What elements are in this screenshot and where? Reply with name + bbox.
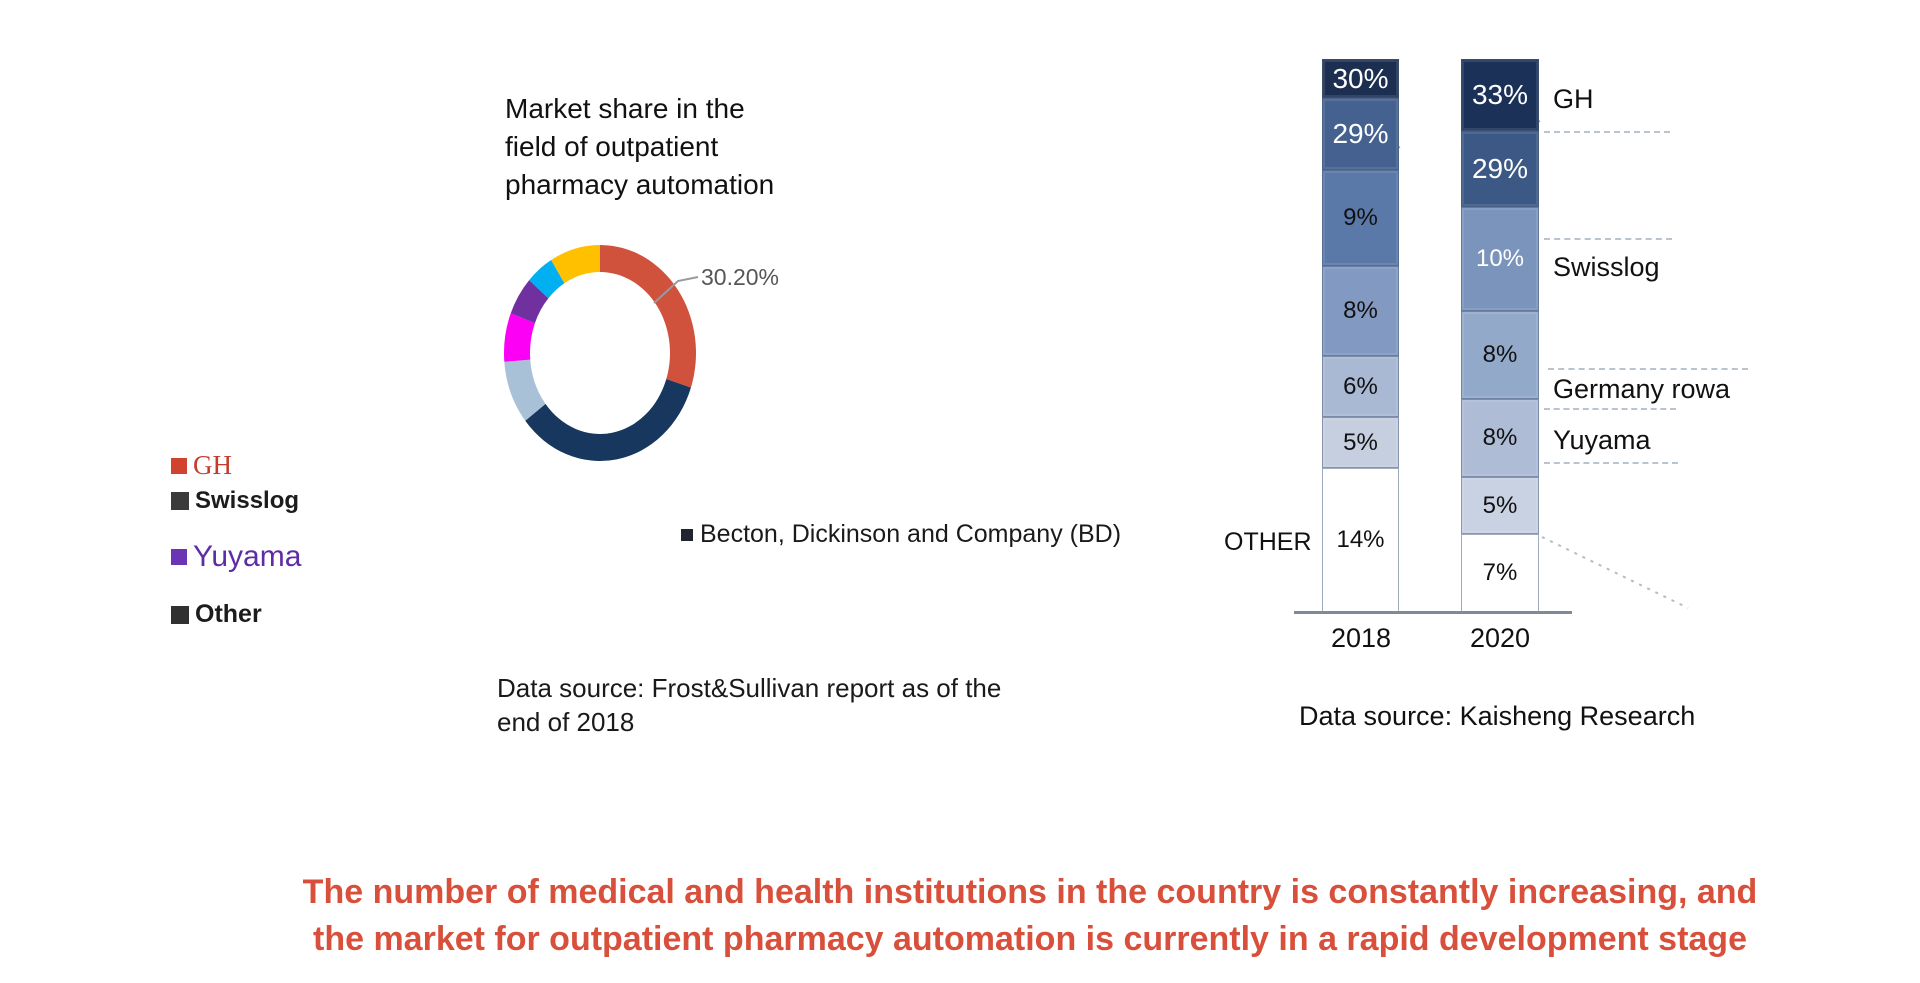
bar-segment-2020-8%: 8% — [1461, 399, 1539, 477]
donut-segment-unlabeled-magenta — [503, 313, 535, 362]
company-label-gh: GH — [1553, 84, 1594, 114]
company-label-swisslog: Swisslog — [1553, 252, 1660, 282]
donut-legend-item-swisslog: Swisslog — [171, 487, 299, 515]
legend-square — [171, 457, 187, 474]
bar-segment-2018-14%: 14% — [1322, 468, 1399, 612]
x-axis-label-2020: 2020 — [1470, 623, 1531, 653]
bar-segment-value: 6% — [1343, 372, 1378, 400]
stacked-bar-2020: 33% 29% 10% 8% 8% 5% 7% — [1461, 59, 1539, 612]
dashed-leader-line — [1548, 368, 1748, 370]
bar-segment-2018-30%: 30% — [1322, 59, 1399, 98]
bar-segment-value: 29% — [1332, 118, 1389, 149]
bar-segment-value: 8% — [1482, 424, 1518, 451]
bar-segment-value: 30% — [1332, 62, 1389, 94]
bar-segment-value: 8% — [1343, 297, 1378, 324]
bar-source-text: Data source: Kaisheng Research — [1299, 701, 1696, 731]
bar-segment-value: 5% — [1482, 491, 1518, 519]
bd-legend-label: Becton, Dickinson and Company (BD) — [700, 520, 1122, 548]
bar-segment-2020-10%: 10% — [1461, 207, 1539, 311]
bar-segment-value: 33% — [1471, 79, 1529, 110]
donut-source-text: Data source: Frost&Sullivan report as of… — [497, 673, 1002, 737]
bar-segment-2018-8%: 8% — [1322, 266, 1399, 356]
bar-segment-2020-5%: 5% — [1461, 477, 1539, 534]
dashed-leader-line — [1544, 462, 1678, 464]
headline-text: The number of medical and health institu… — [302, 873, 1758, 958]
bar-segment-value: 14% — [1336, 526, 1385, 553]
bar-segment-2020-33%: 33% — [1461, 59, 1539, 131]
dotted-diagonal-line — [1541, 536, 1689, 609]
bar-segment-2018-6%: 6% — [1322, 356, 1399, 417]
bar-segment-value: 7% — [1482, 559, 1518, 586]
donut-segment-Becton, Dickinson and Company (BD) — [525, 378, 691, 461]
company-label-germany-rowa: Germany rowa — [1553, 374, 1731, 404]
legend-label: Yuyama — [193, 540, 302, 573]
other-category-label: OTHER — [1224, 528, 1312, 556]
dashed-leader-line — [1544, 408, 1676, 410]
donut-segment-Yuyama — [510, 280, 549, 324]
donut-legend-item-other: Other — [171, 600, 262, 629]
bd-legend-item: Becton, Dickinson and Company (BD) — [681, 520, 1121, 549]
bar-segment-2020-29%: 29% — [1461, 131, 1539, 207]
donut-callout-label: 30.20% — [701, 264, 780, 290]
bar-segment-2018-5%: 5% — [1322, 417, 1399, 468]
bar-segment-value: 5% — [1343, 428, 1378, 456]
bd-legend-square — [681, 528, 693, 541]
legend-label: Other — [195, 600, 262, 628]
bar-segment-2018-9%: 9% — [1322, 170, 1399, 266]
bar-segment-value: 29% — [1471, 153, 1529, 184]
x-axis-label-2018: 2018 — [1331, 623, 1392, 653]
bar-segment-2020-8%: 8% — [1461, 311, 1539, 399]
donut-segment-unlabeled-light-blue — [504, 359, 546, 421]
donut-segment-GH — [600, 245, 697, 388]
donut-chart — [503, 245, 697, 461]
dashed-leader-line — [1544, 238, 1672, 240]
callout-leader-line — [653, 276, 699, 304]
x-axis-line — [1294, 611, 1572, 614]
stacked-bar-2018: 30% 29% 9% 8% 6% 5% 14% — [1322, 59, 1399, 612]
donut-chart-title: Market share in the field of outpatient … — [505, 93, 775, 200]
bar-segment-value: 8% — [1482, 341, 1518, 368]
donut-legend-item-gh: GH — [171, 450, 232, 481]
legend-square — [171, 605, 189, 624]
legend-square — [171, 492, 189, 510]
bar-segment-2020-7%: 7% — [1461, 534, 1539, 612]
bar-segment-2018-29%: 29% — [1322, 98, 1399, 170]
company-label-yuyama: Yuyama — [1553, 425, 1651, 455]
legend-label: GH — [193, 450, 232, 480]
legend-square — [171, 549, 187, 565]
donut-legend-item-yuyama: Yuyama — [171, 540, 301, 574]
bar-segment-value: 9% — [1343, 204, 1378, 231]
bar-segment-value: 10% — [1475, 245, 1525, 272]
donut-segment-unlabeled-cyan — [529, 260, 565, 299]
legend-label: Swisslog — [195, 487, 300, 514]
donut-segment-unlabeled-gold — [551, 245, 600, 284]
dashed-leader-line — [1544, 131, 1670, 133]
